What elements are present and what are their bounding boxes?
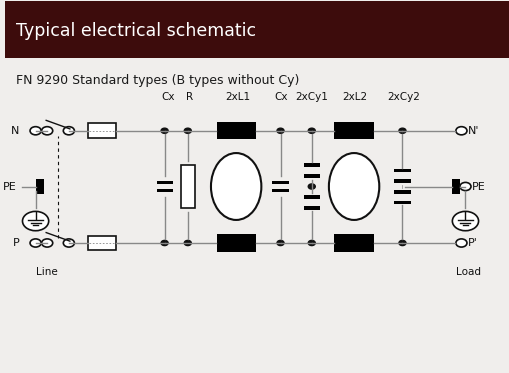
Circle shape (161, 240, 168, 245)
Text: N': N' (467, 126, 478, 136)
Circle shape (455, 239, 466, 247)
Circle shape (161, 128, 168, 134)
Circle shape (184, 128, 191, 134)
Circle shape (276, 240, 284, 245)
Bar (303, 206, 319, 210)
Bar (334, 122, 373, 139)
Circle shape (42, 127, 52, 135)
Circle shape (398, 128, 405, 134)
Bar (451, 179, 460, 194)
Text: 2xL1: 2xL1 (225, 92, 250, 102)
Circle shape (307, 184, 315, 189)
Bar (88, 236, 116, 250)
Bar (88, 123, 116, 138)
Circle shape (276, 128, 284, 134)
Text: R: R (185, 92, 192, 102)
Bar (303, 195, 319, 199)
Circle shape (455, 127, 466, 135)
Text: Cx: Cx (274, 92, 288, 102)
Text: Line: Line (36, 267, 58, 277)
Bar (393, 169, 410, 172)
Circle shape (30, 127, 41, 135)
Circle shape (63, 127, 74, 135)
Text: P': P' (467, 238, 476, 248)
Bar (180, 164, 194, 209)
Ellipse shape (211, 153, 261, 220)
Circle shape (42, 239, 52, 247)
Bar (216, 235, 256, 251)
Bar (36, 179, 44, 194)
Circle shape (459, 182, 470, 191)
Circle shape (30, 239, 41, 247)
Bar (303, 174, 319, 178)
Circle shape (307, 128, 315, 134)
Bar (156, 189, 173, 192)
Text: 2xCy2: 2xCy2 (386, 92, 419, 102)
Circle shape (184, 240, 191, 245)
Bar (272, 181, 288, 184)
Bar (272, 189, 288, 192)
Text: 2xL2: 2xL2 (342, 92, 366, 102)
Circle shape (63, 239, 74, 247)
Bar (393, 201, 410, 204)
Text: 2xCy1: 2xCy1 (295, 92, 328, 102)
Text: PE: PE (3, 182, 17, 191)
Circle shape (451, 211, 477, 231)
Circle shape (398, 240, 405, 245)
Text: PE: PE (471, 182, 484, 191)
Bar (303, 163, 319, 167)
Text: P: P (13, 238, 19, 248)
Text: Load: Load (456, 267, 480, 277)
Bar (393, 190, 410, 194)
Text: Cx: Cx (160, 92, 174, 102)
Bar (334, 235, 373, 251)
Ellipse shape (328, 153, 379, 220)
Text: Typical electrical schematic: Typical electrical schematic (16, 22, 256, 40)
Bar (216, 122, 256, 139)
Circle shape (307, 240, 315, 245)
Text: N: N (11, 126, 19, 136)
FancyBboxPatch shape (5, 1, 508, 58)
Bar (156, 181, 173, 184)
Bar (393, 179, 410, 183)
Text: FN 9290 Standard types (B types without Cy): FN 9290 Standard types (B types without … (16, 74, 299, 87)
Circle shape (22, 211, 48, 231)
